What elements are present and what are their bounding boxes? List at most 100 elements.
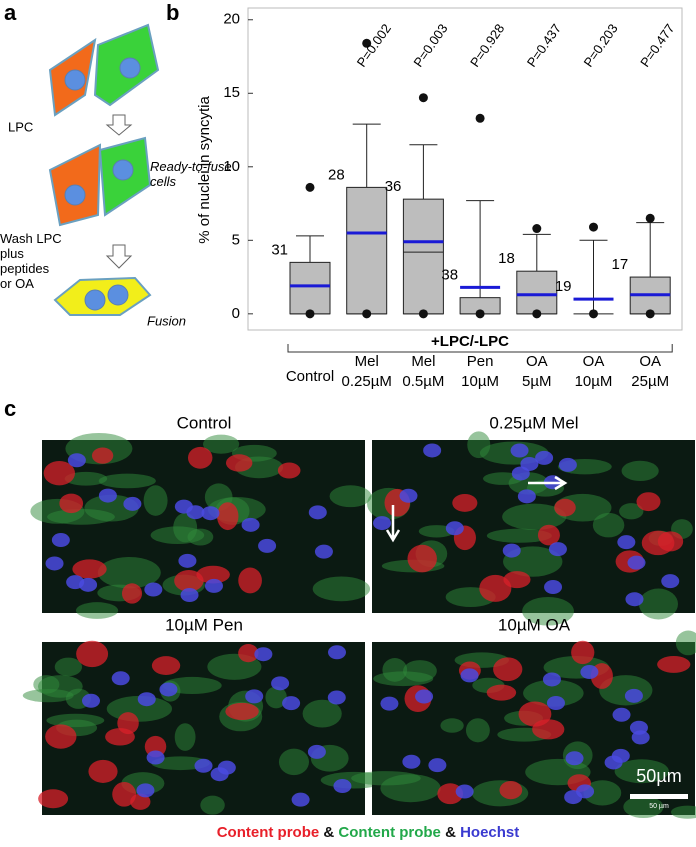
nucleus	[84, 289, 106, 311]
n-label: 31	[271, 241, 288, 258]
nucleus	[107, 284, 129, 306]
nucleus	[51, 533, 70, 548]
n-label: 18	[498, 250, 515, 267]
nucleus	[625, 592, 644, 607]
x-tick-label: 0.5µM	[402, 373, 444, 390]
nucleus	[399, 488, 418, 503]
cell-green	[143, 485, 168, 516]
cell-green	[621, 460, 659, 482]
legend-item: Content probe	[338, 824, 441, 841]
cell-red	[537, 524, 560, 546]
scale-bar	[630, 794, 688, 799]
nucleus	[79, 577, 98, 592]
nucleus	[580, 665, 599, 680]
group-bracket	[287, 344, 673, 353]
nucleus	[307, 744, 326, 759]
x-tick-label: Mel	[411, 353, 435, 370]
x-tick-label: 25µM	[631, 373, 669, 390]
cell-red	[43, 460, 75, 486]
cell-red	[91, 447, 114, 464]
nucleus	[517, 489, 536, 504]
nucleus	[333, 779, 352, 794]
nucleus	[123, 496, 142, 511]
scale-small: 50 µm	[649, 803, 669, 810]
outlier	[418, 309, 428, 319]
cell-red	[571, 640, 595, 665]
cell-red	[72, 559, 107, 579]
panel-letter: b	[166, 0, 179, 25]
x-tick-label: OA	[583, 353, 605, 370]
nucleus	[415, 689, 434, 704]
nucleus	[254, 647, 273, 662]
cell-red	[217, 502, 239, 531]
outlier	[475, 309, 485, 319]
cell-red	[59, 493, 84, 514]
outlier	[362, 38, 372, 48]
nucleus	[576, 784, 595, 799]
cell-green	[278, 748, 310, 776]
cell-green	[265, 686, 287, 709]
cell-green	[418, 525, 455, 538]
y-tick-label: 15	[223, 84, 240, 101]
cell-red	[38, 789, 69, 809]
outlier	[475, 113, 485, 123]
nucleus	[98, 488, 117, 503]
cell-red	[479, 574, 512, 602]
nucleus	[146, 750, 165, 765]
nucleus	[245, 689, 264, 704]
nucleus	[159, 682, 178, 697]
step-label: LPC	[8, 119, 33, 134]
nucleus	[308, 505, 327, 520]
nucleus	[45, 556, 64, 571]
nucleus	[520, 456, 539, 471]
cell-red	[554, 498, 576, 517]
cell-green	[486, 528, 552, 543]
nucleus	[291, 792, 310, 807]
panel-a-drawing	[48, 23, 160, 316]
n-label: 19	[555, 278, 572, 295]
nucleus	[445, 521, 464, 536]
nucleus	[201, 506, 220, 521]
cell-green	[46, 713, 105, 728]
cell-green	[312, 576, 371, 602]
panel-letter: c	[4, 396, 16, 421]
nucleus	[194, 758, 213, 773]
cell-red	[121, 583, 143, 604]
group-label: +LPC/-LPC	[431, 333, 509, 350]
cell-red	[238, 644, 259, 663]
legend-item: Hoechst	[460, 824, 519, 841]
nucleus	[604, 755, 623, 770]
nucleus	[271, 676, 290, 691]
nucleus	[327, 690, 346, 705]
cell-red	[196, 565, 230, 584]
legend-item: &	[445, 824, 456, 841]
cell-red	[151, 656, 181, 676]
cells	[367, 431, 693, 626]
legend-item: Content probe	[217, 824, 320, 841]
outlier	[532, 224, 542, 234]
outlier	[589, 222, 598, 232]
nucleus	[428, 758, 447, 773]
nucleus	[423, 443, 442, 458]
nucleus	[460, 668, 479, 683]
cell-green	[467, 431, 491, 459]
nucleus	[542, 672, 561, 687]
cell-green	[465, 718, 490, 743]
image-title: 10µM Pen	[165, 615, 243, 634]
p-value: P=0.203	[580, 21, 620, 70]
nucleus	[565, 751, 584, 766]
x-tick-label: Pen	[467, 353, 494, 370]
cell-green	[329, 485, 372, 508]
cell-red	[88, 759, 118, 783]
nucleus	[180, 588, 199, 603]
cell-green	[619, 503, 644, 520]
outlier	[305, 309, 315, 319]
x-tick-label: 0.25µM	[342, 373, 392, 390]
nucleus	[455, 784, 474, 799]
nucleus	[81, 693, 100, 708]
y-axis-label: % of nuclei in syncytia	[196, 96, 213, 244]
cell-green	[670, 805, 696, 819]
cell-green	[583, 780, 622, 806]
cell-green	[614, 759, 669, 784]
